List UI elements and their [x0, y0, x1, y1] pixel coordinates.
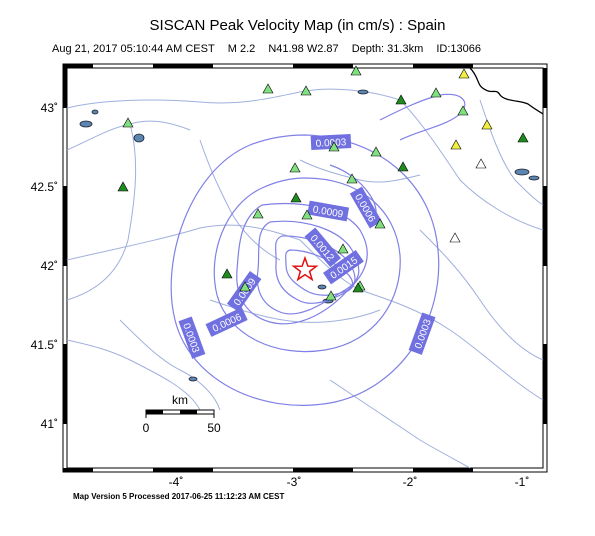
station-marker — [350, 65, 362, 76]
station-marker — [449, 232, 461, 243]
map-title: SISCAN Peak Velocity Map (in cm/s) : Spa… — [149, 17, 446, 34]
station-marker — [301, 209, 313, 220]
event-info: Aug 21, 2017 05:10:44 AM CEST M 2.2 N41.… — [52, 43, 572, 55]
svg-text:41.5˚: 41.5˚ — [31, 338, 58, 352]
svg-text:-1˚: -1˚ — [515, 475, 530, 489]
station-marker — [370, 146, 382, 157]
svg-text:km: km — [172, 393, 188, 407]
station-marker — [346, 173, 358, 184]
station-marker — [117, 181, 129, 192]
event-magnitude: M 2.2 — [227, 43, 256, 55]
station-marker — [481, 119, 493, 130]
station-marker — [300, 85, 312, 96]
station-marker — [352, 282, 364, 293]
scale-bar: km 0 50 — [143, 393, 221, 435]
station-marker — [517, 132, 529, 143]
station-marker — [122, 117, 134, 128]
contour-label: 0.0003 — [310, 133, 352, 151]
map-frame — [62, 63, 548, 473]
station-marker — [262, 83, 274, 94]
station-marker — [221, 268, 233, 279]
event-id: ID:13066 — [436, 43, 481, 55]
svg-text:-2˚: -2˚ — [403, 475, 418, 489]
station-marker — [289, 162, 301, 173]
svg-text:50: 50 — [207, 421, 221, 435]
svg-text:0: 0 — [143, 421, 150, 435]
map-version-footer: Map Version 5 Processed 2017-06-25 11:12… — [73, 492, 285, 501]
svg-text:41˚: 41˚ — [41, 417, 58, 431]
station-marker — [475, 158, 487, 169]
station-marker — [252, 208, 264, 219]
station-marker — [430, 87, 442, 98]
stations — [117, 65, 529, 301]
event-location: N41.98 W2.87 — [268, 43, 339, 55]
svg-text:43˚: 43˚ — [41, 101, 58, 115]
station-marker — [450, 139, 462, 150]
border-line — [469, 67, 544, 115]
contour-label: 0.0009 — [307, 200, 350, 222]
lat-tick-labels: 43˚ 42.5˚ 42˚ 41.5˚ 41˚ — [31, 101, 58, 431]
svg-text:-4˚: -4˚ — [169, 475, 184, 489]
station-marker — [397, 161, 409, 172]
station-marker — [328, 141, 340, 152]
svg-text:42.5˚: 42.5˚ — [31, 180, 58, 194]
station-marker — [457, 105, 469, 116]
station-marker — [337, 243, 349, 254]
epicenter-star-icon — [291, 255, 319, 282]
lon-tick-labels: -4˚ -3˚ -2˚ -1˚ — [169, 475, 530, 489]
station-marker — [239, 281, 251, 292]
station-marker — [458, 68, 470, 79]
svg-text:0.0003: 0.0003 — [315, 137, 347, 150]
svg-text:-3˚: -3˚ — [287, 475, 302, 489]
svg-text:42˚: 42˚ — [41, 259, 58, 273]
station-marker — [395, 94, 407, 105]
station-marker — [325, 290, 337, 301]
lakes — [79, 89, 540, 382]
event-depth: Depth: 31.3km — [351, 43, 424, 55]
svg-text:0.0009: 0.0009 — [312, 204, 344, 220]
station-marker — [290, 192, 302, 203]
station-marker — [374, 218, 386, 229]
event-datetime: Aug 21, 2017 05:10:44 AM CEST — [52, 43, 215, 55]
